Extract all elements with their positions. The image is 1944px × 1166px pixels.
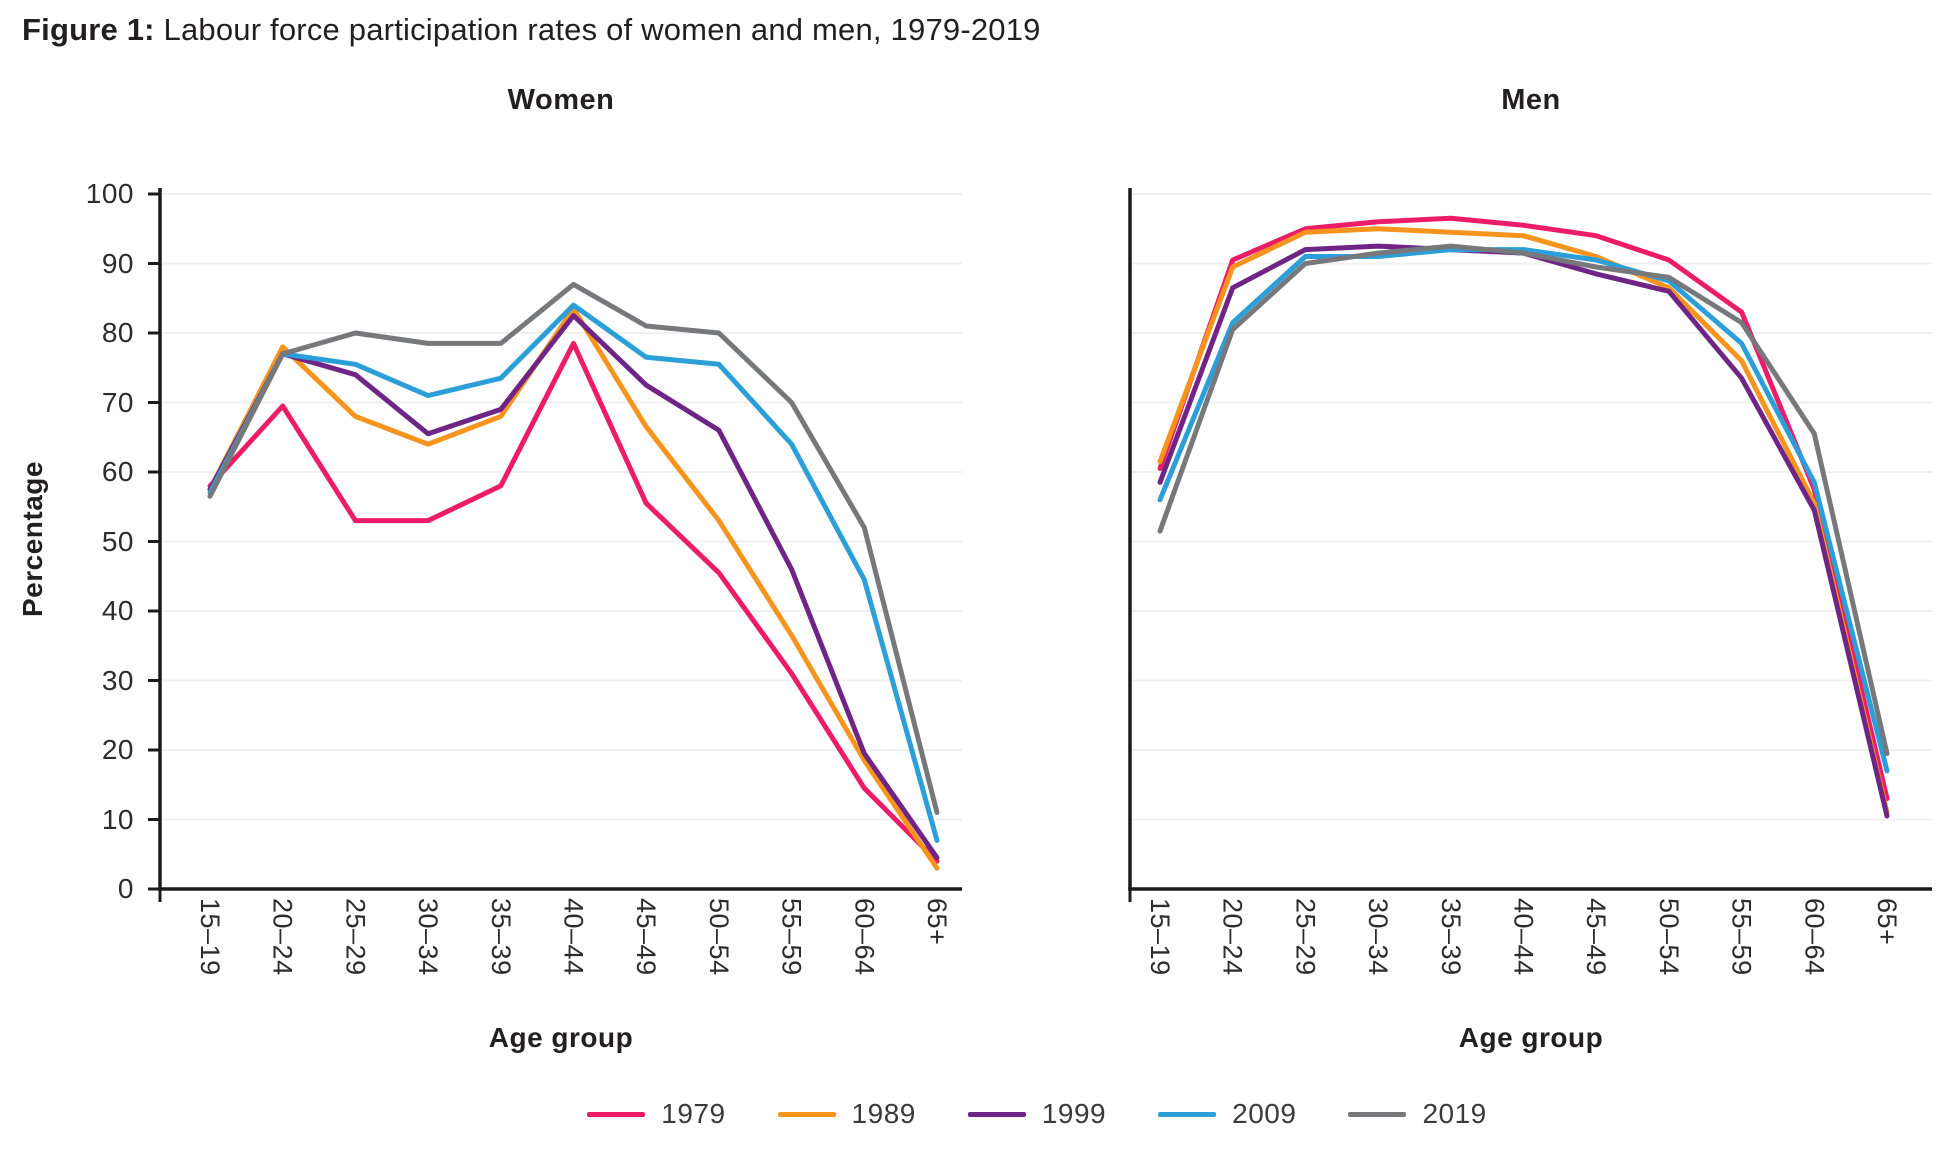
x-tick-label: 40–44 [558, 898, 589, 976]
x-tick-label: 15–19 [195, 898, 225, 976]
series-line-2009 [1157, 247, 1890, 774]
y-tick-label: 20 [101, 734, 134, 765]
y-tick-label: 90 [101, 247, 134, 279]
x-tick-label: 45–49 [631, 898, 662, 976]
y-tick-label: 40 [101, 595, 134, 626]
x-tick-label: 25–29 [1290, 898, 1321, 976]
figure-title: Figure 1: Labour force participation rat… [22, 12, 1041, 48]
men-chart-title: Men [1501, 84, 1561, 116]
x-tick-label: 20–24 [267, 898, 298, 976]
y-tick-label: 50 [101, 525, 134, 557]
y-tick-label: 70 [101, 386, 134, 418]
series-line-2019 [1157, 243, 1890, 756]
legend-item-1979: 1979 [587, 1098, 725, 1130]
series-line-1989 [1157, 226, 1890, 815]
x-tick-label: 60–64 [849, 898, 880, 976]
x-tick-label: 15–19 [1145, 898, 1175, 976]
legend-item-1989: 1989 [777, 1098, 916, 1130]
series-line-2009 [207, 302, 940, 843]
axes [148, 188, 962, 902]
series-line-1979 [1157, 215, 1890, 802]
legend: 1979 1989 1999 2009 2019 [130, 1098, 1944, 1130]
x-tick-label: 55–59 [1726, 898, 1757, 976]
y-tick-label: 30 [101, 664, 134, 696]
women-line-plot [148, 188, 962, 902]
legend-line-swatch [967, 1111, 1026, 1117]
figure-label: Figure 1: [22, 12, 155, 47]
gridlines [160, 193, 962, 821]
gridlines [1130, 193, 1932, 821]
x-tick-label: 40–44 [1508, 898, 1539, 976]
x-tick-label: 20–24 [1217, 898, 1248, 976]
x-tick-label: 60–64 [1799, 898, 1830, 976]
x-tick-label: 50–54 [703, 898, 734, 976]
y-tick-label: 100 [85, 178, 134, 209]
legend-item-1999: 1999 [967, 1098, 1107, 1130]
series-line-2019 [207, 281, 940, 815]
x-tick-label: 35–39 [485, 898, 516, 976]
x-tick-label: 30–34 [1363, 898, 1394, 976]
legend-item-2019: 2019 [1348, 1098, 1486, 1130]
women-chart-title: Women [507, 84, 615, 116]
series-line-1999 [207, 313, 940, 861]
y-tick-label: 0 [117, 873, 134, 904]
legend-label: 2019 [1422, 1098, 1487, 1129]
legend-label: 1999 [1041, 1098, 1107, 1129]
legend-line-swatch [587, 1111, 646, 1117]
women-x-axis-label: Age group [488, 1022, 634, 1053]
series-line-1999 [1157, 243, 1890, 819]
x-tick-label: 65+ [922, 898, 952, 946]
series-line-1989 [207, 306, 940, 871]
y-tick-label: 10 [101, 803, 134, 835]
x-tick-label: 35–39 [1435, 898, 1466, 976]
x-tick-label: 55–59 [776, 898, 807, 976]
y-tick-label: 80 [101, 317, 134, 348]
men-x-axis-label: Age group [1458, 1022, 1604, 1053]
legend-label: 1979 [661, 1098, 726, 1129]
figure-title-text: Labour force participation rates of wome… [154, 12, 1041, 47]
legend-label: 1989 [851, 1098, 916, 1129]
legend-line-swatch [1348, 1111, 1407, 1117]
y-axis-label: Percentage [17, 461, 48, 617]
x-tick-label: 25–29 [340, 898, 371, 976]
x-tick-label: 65+ [1872, 898, 1902, 946]
legend-label: 2009 [1232, 1098, 1297, 1129]
x-tick-label: 45–49 [1581, 898, 1612, 976]
x-tick-label: 50–54 [1653, 898, 1684, 976]
series-line-1979 [207, 340, 940, 864]
men-line-plot [1128, 188, 1932, 902]
x-tick-label: 30–34 [413, 898, 444, 976]
axes [1128, 188, 1932, 902]
legend-line-swatch [1158, 1111, 1217, 1117]
legend-item-2009: 2009 [1158, 1098, 1296, 1130]
legend-line-swatch [777, 1111, 836, 1117]
y-tick-label: 60 [101, 456, 134, 487]
